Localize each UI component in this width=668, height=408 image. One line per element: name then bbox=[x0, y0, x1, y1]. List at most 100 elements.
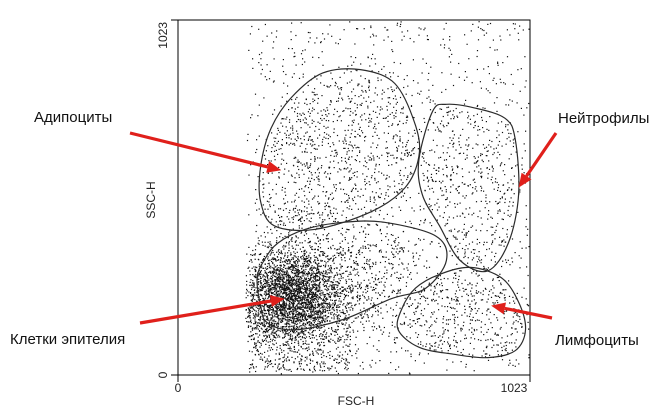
event-point bbox=[302, 273, 304, 275]
event-point bbox=[330, 338, 332, 340]
event-point bbox=[300, 363, 302, 365]
event-point bbox=[329, 341, 331, 343]
event-point bbox=[319, 251, 322, 253]
event-point bbox=[516, 164, 518, 166]
event-point bbox=[323, 294, 325, 296]
event-point bbox=[336, 292, 338, 295]
event-point bbox=[367, 105, 369, 107]
event-point bbox=[313, 266, 315, 268]
event-point bbox=[246, 280, 248, 282]
event-point bbox=[246, 253, 248, 255]
event-point bbox=[268, 336, 271, 338]
event-point bbox=[285, 298, 287, 300]
event-point bbox=[344, 193, 346, 195]
event-point bbox=[294, 279, 296, 281]
event-point bbox=[294, 199, 296, 201]
event-point bbox=[416, 272, 418, 274]
event-point bbox=[343, 176, 345, 178]
event-point bbox=[272, 276, 274, 278]
event-point bbox=[277, 280, 279, 282]
event-point bbox=[329, 206, 331, 208]
event-point bbox=[328, 316, 330, 318]
event-point bbox=[311, 174, 313, 176]
event-point bbox=[248, 266, 250, 268]
event-point bbox=[342, 289, 344, 291]
event-point bbox=[324, 266, 326, 268]
event-point bbox=[396, 293, 398, 295]
event-point bbox=[303, 139, 305, 141]
event-point bbox=[281, 314, 284, 316]
event-point bbox=[322, 212, 324, 214]
event-point bbox=[300, 358, 302, 360]
event-point bbox=[406, 336, 408, 338]
event-point bbox=[357, 208, 359, 210]
event-point bbox=[311, 269, 313, 271]
event-point bbox=[248, 325, 250, 327]
event-point bbox=[270, 197, 272, 199]
event-point bbox=[485, 268, 487, 270]
event-point bbox=[470, 251, 472, 253]
event-point bbox=[306, 358, 308, 360]
event-point bbox=[322, 352, 324, 354]
event-point bbox=[300, 346, 302, 348]
event-point bbox=[303, 311, 305, 313]
event-point bbox=[333, 308, 335, 310]
event-point bbox=[318, 311, 320, 313]
event-point bbox=[249, 312, 251, 314]
event-point bbox=[323, 355, 325, 357]
event-point bbox=[296, 285, 298, 287]
event-point bbox=[393, 240, 395, 242]
event-point bbox=[412, 149, 414, 151]
event-point bbox=[303, 220, 305, 222]
event-point bbox=[303, 269, 305, 271]
event-point bbox=[312, 353, 314, 355]
event-point bbox=[297, 288, 299, 290]
event-point bbox=[249, 281, 251, 283]
event-point bbox=[327, 215, 329, 217]
event-point bbox=[306, 356, 308, 358]
event-point bbox=[248, 321, 250, 323]
event-point bbox=[274, 227, 276, 229]
event-point bbox=[391, 274, 393, 276]
event-point bbox=[298, 311, 300, 314]
event-point bbox=[333, 277, 335, 279]
event-point bbox=[376, 94, 378, 96]
event-point bbox=[277, 336, 279, 338]
event-point bbox=[279, 304, 281, 306]
event-point bbox=[290, 330, 292, 333]
event-point bbox=[266, 328, 268, 330]
event-point bbox=[332, 259, 334, 261]
event-point bbox=[268, 314, 270, 316]
event-point bbox=[461, 231, 463, 233]
event-point bbox=[329, 312, 332, 314]
event-point bbox=[282, 299, 284, 301]
event-point bbox=[285, 310, 287, 312]
event-point bbox=[372, 142, 374, 144]
event-point bbox=[372, 262, 374, 264]
event-point bbox=[327, 276, 329, 278]
event-point bbox=[331, 287, 333, 289]
event-point bbox=[278, 353, 280, 356]
event-point bbox=[286, 263, 288, 265]
event-point bbox=[397, 236, 399, 238]
event-point bbox=[289, 298, 292, 300]
event-point bbox=[273, 332, 275, 334]
event-point bbox=[294, 252, 296, 255]
event-point bbox=[407, 263, 409, 265]
event-point bbox=[300, 281, 303, 283]
event-point bbox=[306, 162, 308, 164]
event-point bbox=[313, 310, 315, 312]
event-point bbox=[346, 82, 348, 84]
event-point bbox=[319, 157, 321, 159]
event-point bbox=[336, 316, 338, 318]
event-point bbox=[397, 244, 399, 246]
event-point bbox=[408, 151, 410, 154]
event-point bbox=[492, 226, 494, 228]
event-point bbox=[299, 286, 301, 288]
event-point bbox=[303, 295, 306, 297]
event-point bbox=[268, 285, 270, 287]
event-point bbox=[262, 305, 264, 308]
event-point bbox=[338, 97, 340, 99]
event-point bbox=[286, 369, 288, 371]
event-point bbox=[336, 267, 338, 269]
